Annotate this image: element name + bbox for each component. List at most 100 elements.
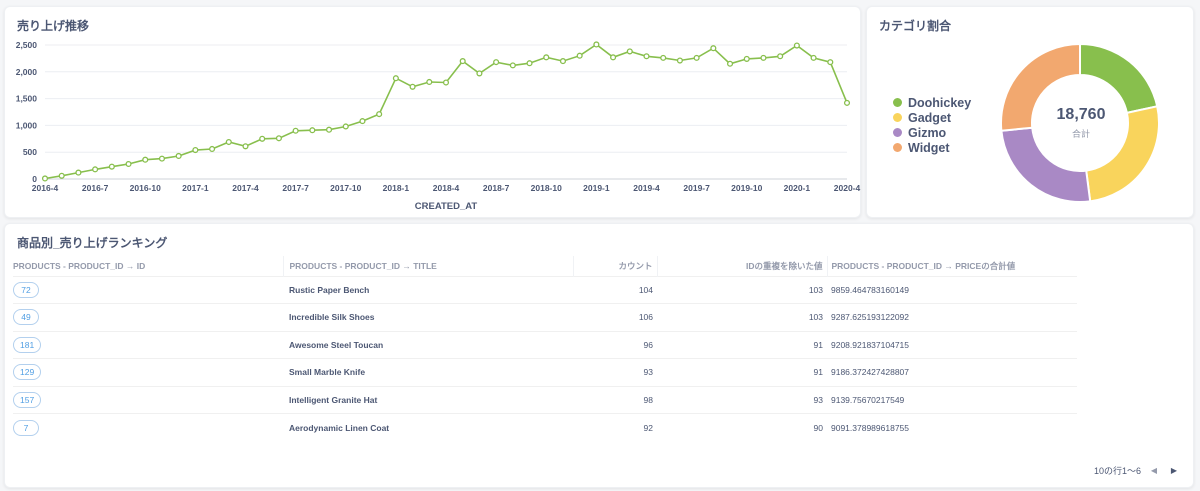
data-point[interactable] <box>843 99 851 106</box>
sales-trend-chart: 0 500 1,000 1,500 2,000 2,500 2016-4 2016-7 2016… <box>16 40 861 212</box>
title-cell: Awesome Steel Toucan <box>283 330 573 359</box>
table-row: 7 Aerodynamic Linen Coat 92 90 9091.3789… <box>13 413 1077 441</box>
sales-trend-card: 売り上げ推移 0 500 1,000 1,500 2,000 2,500 2016-4 201… <box>4 6 861 218</box>
data-point[interactable] <box>92 166 99 173</box>
column-header-price-sum[interactable]: PRODUCTS - PRODUCT_ID → PRICEの合計値 <box>831 260 1016 271</box>
y-tick-label: 500 <box>23 147 37 157</box>
id-link[interactable]: 181 <box>13 336 42 353</box>
data-point[interactable] <box>626 48 633 55</box>
data-point[interactable] <box>75 169 82 176</box>
data-point[interactable] <box>309 127 316 134</box>
data-point[interactable] <box>41 175 49 182</box>
legend-item-gizmo[interactable]: Gizmo <box>893 125 971 140</box>
count-cell: 92 <box>573 413 657 441</box>
legend-dot <box>893 98 902 107</box>
data-point[interactable] <box>142 156 149 163</box>
product-ranking-title[interactable]: 商品別_売り上げランキング <box>17 236 168 250</box>
data-point[interactable] <box>342 123 349 130</box>
data-point[interactable] <box>259 135 266 142</box>
id-link[interactable]: 129 <box>13 364 42 381</box>
data-point[interactable] <box>409 83 416 90</box>
id-link[interactable]: 7 <box>13 419 39 436</box>
count-cell: 98 <box>573 385 657 414</box>
legend-item-gadget[interactable]: Gadget <box>893 110 971 125</box>
data-point[interactable] <box>493 59 500 66</box>
data-point[interactable] <box>392 75 399 82</box>
data-point[interactable] <box>125 160 132 168</box>
data-point[interactable] <box>576 52 583 59</box>
price-sum-cell: 9287.625193122092 <box>827 303 1077 331</box>
distinct-cell: 93 <box>657 385 827 414</box>
legend-label: Doohickey <box>908 95 972 110</box>
x-tick-label: 2019-10 <box>731 183 762 193</box>
legend-item-doohickey[interactable]: Doohickey <box>893 95 971 110</box>
id-cell: 7 <box>13 413 283 441</box>
donut-total-value: 18,760 <box>1056 106 1106 123</box>
data-point[interactable] <box>810 54 817 61</box>
count-cell: 104 <box>573 275 657 304</box>
data-point[interactable] <box>359 118 366 125</box>
count-cell: 106 <box>573 303 657 331</box>
data-point[interactable] <box>426 78 433 86</box>
id-link[interactable]: 72 <box>13 281 39 298</box>
id-link[interactable]: 157 <box>13 391 42 408</box>
data-point[interactable] <box>526 60 533 67</box>
data-point[interactable] <box>58 172 65 179</box>
category-share-card: カテゴリ割合 Doohickey Gadget Gizmo Widget 18,760… <box>866 6 1194 218</box>
data-point[interactable] <box>693 54 700 61</box>
data-point[interactable] <box>676 57 683 64</box>
y-tick-label: 1,500 <box>16 94 38 104</box>
data-point[interactable] <box>543 54 550 61</box>
data-point[interactable] <box>376 111 383 118</box>
title-cell: Rustic Paper Bench <box>283 275 573 304</box>
x-tick-label: 2020-4 <box>834 183 861 193</box>
column-header-count[interactable]: カウント <box>573 256 658 276</box>
category-share-title[interactable]: カテゴリ割合 <box>879 19 952 33</box>
data-point[interactable] <box>777 53 784 60</box>
data-point[interactable] <box>593 41 600 48</box>
data-point[interactable] <box>242 143 249 150</box>
column-header-distinct[interactable]: IDの重複を除いた値 <box>657 256 828 276</box>
data-point[interactable] <box>760 54 767 61</box>
data-point[interactable] <box>476 70 483 77</box>
data-point[interactable] <box>108 163 115 170</box>
data-point[interactable] <box>643 53 650 60</box>
y-tick-label: 2,500 <box>16 40 38 50</box>
data-point[interactable] <box>459 58 466 65</box>
legend-item-widget[interactable]: Widget <box>893 140 971 155</box>
pie-slice-widget[interactable] <box>1000 42 1081 132</box>
data-point[interactable] <box>209 145 216 153</box>
x-tick-label: 2017-7 <box>282 183 309 193</box>
data-point[interactable] <box>559 58 567 65</box>
data-point[interactable] <box>827 59 834 66</box>
data-point[interactable] <box>660 54 667 61</box>
distinct-cell: 103 <box>657 303 827 331</box>
chevron-right-icon[interactable]: ▶ <box>1170 466 1178 475</box>
data-point[interactable] <box>275 135 282 142</box>
data-point[interactable] <box>192 147 199 154</box>
data-point[interactable] <box>442 79 450 86</box>
data-point[interactable] <box>610 54 617 61</box>
data-point[interactable] <box>743 55 750 62</box>
data-point[interactable] <box>793 42 800 49</box>
id-cell: 181 <box>13 330 283 359</box>
id-link[interactable]: 49 <box>13 309 39 326</box>
data-point[interactable] <box>509 62 516 69</box>
price-sum-cell: 9186.372427428807 <box>827 358 1077 386</box>
id-cell: 72 <box>13 275 283 304</box>
price-sum-cell: 9139.75670217549 <box>827 385 1077 414</box>
data-point[interactable] <box>710 45 717 52</box>
column-header-title[interactable]: PRODUCTS - PRODUCT_ID → TITLE <box>283 256 574 276</box>
data-point[interactable] <box>225 138 232 146</box>
column-header-id[interactable]: PRODUCTS - PRODUCT_ID → ID <box>13 256 284 276</box>
data-point[interactable] <box>325 126 333 133</box>
data-point[interactable] <box>158 155 166 162</box>
title-cell: Intelligent Granite Hat <box>283 385 573 414</box>
data-point[interactable] <box>726 60 734 67</box>
pie-slice-doohickey[interactable] <box>1079 42 1159 115</box>
sales-trend-title[interactable]: 売り上げ推移 <box>17 19 90 33</box>
sales-series-line <box>44 43 848 180</box>
data-point[interactable] <box>292 127 299 134</box>
chevron-left-icon[interactable]: ◀ <box>1150 466 1158 475</box>
data-point[interactable] <box>175 152 182 160</box>
